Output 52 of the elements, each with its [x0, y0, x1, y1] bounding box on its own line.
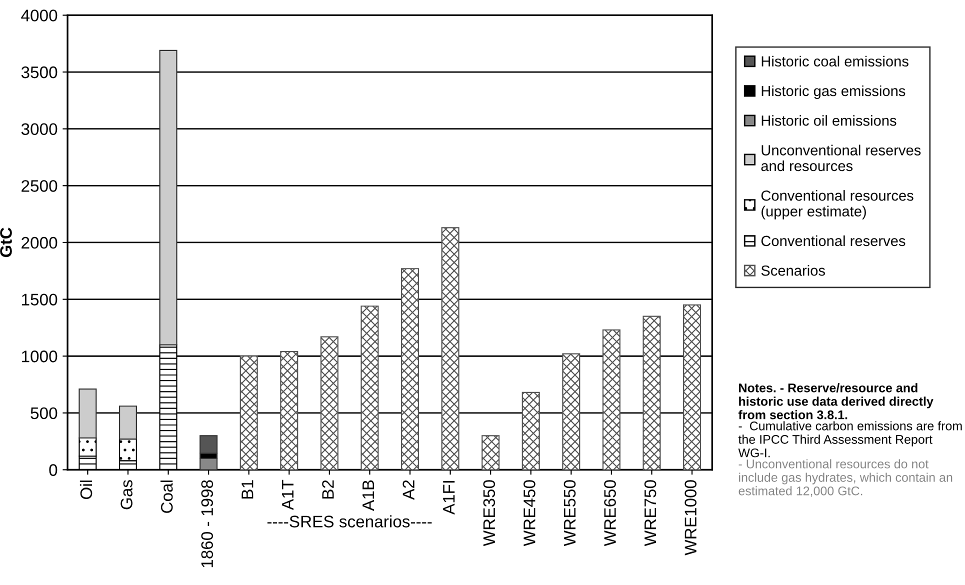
legend-label: Historic oil emissions — [762, 115, 896, 126]
x-tick-label: WRE750 — [644, 480, 656, 546]
legend-label: Scenarios — [761, 265, 825, 276]
bar — [441, 227, 460, 470]
bar — [683, 304, 702, 470]
bar — [360, 306, 379, 470]
bar — [320, 336, 338, 470]
text: ----SRES scenarios---- — [267, 515, 432, 528]
bar — [602, 329, 620, 470]
bar — [400, 268, 420, 470]
bar — [118, 406, 137, 440]
text: - Unconventional resources do not include gas hydrates, which contain an estimated 12,000 GtC. — [738, 459, 952, 497]
bar — [240, 356, 258, 470]
x-tick-label: WRE1000 — [684, 480, 696, 556]
bar — [159, 50, 178, 346]
y-axis-title: GtC — [0, 228, 12, 258]
x-tick-label: Coal — [160, 480, 173, 513]
y-tick-label: 4000 — [21, 10, 58, 22]
y-tick-label: 1000 — [22, 350, 58, 362]
legend-label: Historic gas emissions — [762, 85, 906, 100]
x-tick-label: B2 — [322, 480, 334, 498]
x-tick-label: Oil — [80, 480, 92, 500]
y-tick-label: 2500 — [22, 180, 58, 192]
legend-label: Historic coal emissions — [762, 56, 908, 67]
x-tick-label: A1FI — [443, 481, 455, 515]
bar — [482, 435, 500, 470]
x-tick-label: Gas — [120, 480, 132, 510]
y-tick-label: 500 — [30, 407, 58, 420]
text: Notes. - Reserve/resource and historic use data derived directly from section 3.8.1. — [738, 383, 934, 420]
y-tick-label: 3000 — [21, 123, 58, 136]
legend-label: Conventional resources (upper estimate) — [761, 190, 914, 220]
legend-label: Unconventional reserves and resources — [761, 144, 921, 172]
bar — [280, 351, 298, 470]
bar — [522, 392, 540, 470]
x-tick-label: A1B — [362, 480, 374, 511]
x-tick-label: WRE650 — [604, 480, 616, 546]
y-tick-label: 2000 — [22, 236, 58, 249]
x-tick-label: A1T — [282, 480, 294, 510]
text: - Cumulative carbon emissions are from the IPCC Third Assessment Report WG-I. — [738, 421, 962, 458]
x-tick-label: WRE350 — [483, 480, 496, 546]
y-tick-label: 3500 — [21, 66, 58, 78]
bar — [78, 388, 97, 438]
x-tick-label: WRE450 — [524, 480, 536, 546]
x-tick-label: B1 — [242, 480, 254, 498]
legend-label: Conventional reserves — [761, 235, 906, 246]
y-tick-label: 1500 — [22, 294, 58, 306]
x-tick-label: A2 — [402, 480, 414, 500]
x-tick-label: 1860 - 1998 — [201, 480, 214, 568]
y-tick-label: 0 — [49, 464, 58, 476]
bar — [642, 316, 661, 470]
x-tick-label: WRE550 — [564, 480, 576, 546]
bar — [562, 353, 580, 470]
